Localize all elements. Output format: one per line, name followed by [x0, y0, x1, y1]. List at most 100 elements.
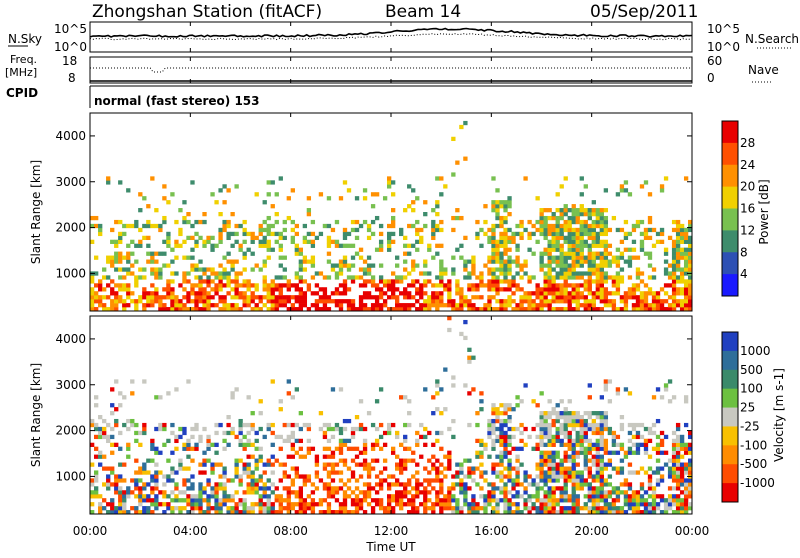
heatmap-cell	[282, 219, 287, 225]
heatmap-cell	[354, 415, 360, 420]
heatmap-cell	[675, 494, 681, 499]
heatmap-cell	[302, 223, 308, 229]
heatmap-cell	[338, 510, 344, 515]
heatmap-cell	[314, 458, 320, 463]
heatmap-cell	[130, 506, 135, 511]
heatmap-cell	[539, 454, 544, 459]
heatmap-cell	[182, 446, 187, 451]
heatmap-cell	[499, 462, 504, 467]
heatmap-cell	[198, 275, 203, 280]
heatmap-cell	[623, 231, 629, 237]
heatmap-cell	[467, 422, 472, 428]
heatmap-cell	[118, 486, 123, 491]
heatmap-cell	[487, 299, 492, 304]
heatmap-cell	[318, 478, 324, 483]
heatmap-cell	[146, 458, 151, 463]
heatmap-cell	[386, 510, 392, 515]
heatmap-cell	[507, 247, 512, 252]
heatmap-cell	[162, 263, 167, 268]
heatmap-cell	[495, 307, 500, 312]
heatmap-cell	[170, 490, 175, 495]
heatmap-cell	[599, 454, 604, 459]
heatmap-cell	[110, 255, 115, 260]
heatmap-cell	[595, 478, 600, 483]
heatmap-cell	[282, 235, 287, 241]
heatmap-cell	[671, 247, 677, 252]
heatmap-cell	[246, 283, 251, 288]
heatmap-cell	[623, 291, 629, 296]
heatmap-cell	[395, 275, 400, 280]
heatmap-cell	[170, 478, 175, 483]
heatmap-cell	[543, 219, 548, 225]
heatmap-cell	[166, 295, 171, 300]
heatmap-cell	[431, 255, 436, 260]
heatmap-cell	[186, 255, 191, 260]
heatmap-cell	[234, 490, 239, 495]
heatmap-cell	[250, 422, 255, 428]
colorbar-frame	[721, 331, 739, 503]
heatmap-cell	[354, 498, 360, 503]
heatmap-cell	[675, 235, 681, 241]
heatmap-cell	[431, 283, 436, 288]
heatmap-cell	[439, 490, 444, 495]
heatmap-cell	[559, 287, 564, 292]
heatmap-cell	[218, 506, 223, 511]
heatmap-cell	[202, 239, 207, 244]
heatmap-cell	[378, 470, 384, 475]
heatmap-cell	[491, 223, 496, 229]
heatmap-cell	[258, 446, 263, 451]
heatmap-cell	[563, 490, 568, 495]
heatmap-cell	[326, 223, 332, 229]
heatmap-cell	[551, 407, 556, 412]
heatmap-cell	[407, 243, 412, 248]
heatmap-cell	[491, 231, 496, 237]
heatmap-cell	[298, 259, 303, 264]
heatmap-cell	[611, 283, 617, 288]
heatmap-cell	[374, 458, 380, 463]
heatmap-cell	[659, 510, 665, 515]
heatmap-cell	[675, 462, 681, 467]
heatmap-cell	[435, 391, 440, 396]
heatmap-cell	[531, 494, 536, 499]
heatmap-cell	[679, 470, 685, 475]
heatmap-cell	[487, 287, 492, 292]
heatmap-cell	[547, 275, 552, 280]
heatmap-cell	[154, 291, 159, 296]
heatmap-cell	[631, 426, 637, 432]
heatmap-cell	[403, 267, 408, 272]
heatmap-cell	[647, 466, 653, 471]
heatmap-cell	[543, 208, 548, 213]
heatmap-cell	[318, 510, 324, 515]
heatmap-cell	[595, 474, 600, 479]
heatmap-cell	[302, 510, 308, 515]
heatmap-cell	[90, 494, 95, 499]
heatmap-cell	[403, 243, 408, 248]
heatmap-cell	[535, 462, 540, 467]
heatmap-cell	[491, 204, 496, 209]
velocity-ylabel: Slant Range [km]	[29, 363, 43, 467]
heatmap-cell	[547, 450, 552, 455]
heatmap-cell	[447, 287, 452, 292]
heatmap-cell	[411, 458, 416, 463]
heatmap-cell	[543, 450, 548, 455]
heatmap-cell	[627, 494, 633, 499]
heatmap-cell	[427, 482, 432, 487]
heatmap-cell	[395, 434, 400, 440]
heatmap-cell	[543, 482, 548, 487]
heatmap-cell	[282, 255, 287, 260]
heatmap-cell	[687, 291, 693, 296]
heatmap-cell	[563, 474, 568, 479]
heatmap-cell	[651, 490, 657, 495]
heatmap-cell	[427, 247, 432, 252]
heatmap-cell	[467, 287, 472, 292]
heatmap-cell	[471, 494, 476, 499]
heatmap-cell	[479, 470, 484, 475]
heatmap-cell	[599, 227, 604, 233]
heatmap-cell	[503, 486, 508, 491]
heatmap-cell	[266, 506, 271, 511]
heatmap-cell	[567, 295, 572, 300]
heatmap-cell	[635, 223, 641, 229]
heatmap-cell	[499, 200, 504, 205]
heatmap-cell	[342, 259, 348, 264]
heatmap-cell	[451, 434, 456, 440]
